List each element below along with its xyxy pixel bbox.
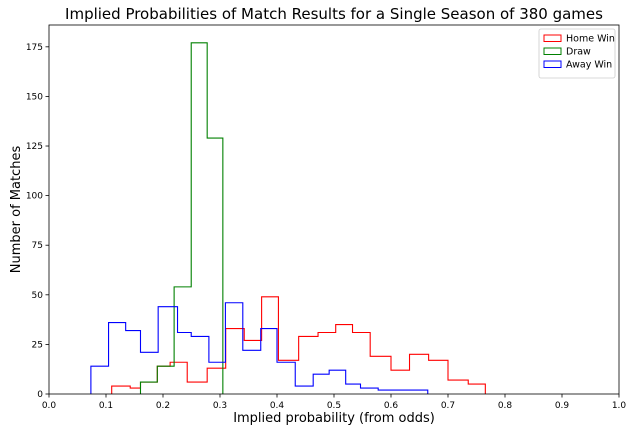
x-tick-label: 0.0 [42,401,57,411]
chart-title: Implied Probabilities of Match Results f… [65,5,603,23]
y-tick-label: 0 [37,390,43,400]
y-axis: 0 25 50 75 100 125 150 175 [26,43,49,400]
legend-label: Away Win [566,60,612,71]
series-line-away-win [90,302,429,394]
plot-frame [48,24,620,395]
y-tick-label: 100 [26,192,43,202]
legend-label: Home Win [566,34,615,45]
y-tick-label: 150 [26,92,43,102]
series-line-draw [139,42,224,394]
x-tick-label: 0.6 [384,401,399,411]
series-line-home-win [111,296,486,394]
x-tick-label: 0.3 [213,401,227,411]
y-tick-label: 75 [32,241,43,251]
x-tick-label: 0.1 [99,401,113,411]
x-axis: 0.0 0.1 0.2 0.3 0.4 0.5 0.6 0.7 0.8 0.9 1.0 [42,394,627,411]
legend-label: Draw [566,47,591,58]
y-axis-label: Number of Matches [9,146,24,274]
y-tick-label: 125 [26,142,43,152]
x-tick-label: 0.8 [498,401,513,411]
series-layer [90,42,486,394]
x-tick-label: 0.5 [327,401,341,411]
x-tick-label: 0.4 [270,401,285,411]
x-tick-label: 1.0 [612,401,627,411]
legend: Home Win Draw Away Win [538,28,616,79]
y-tick-label: 50 [32,291,44,301]
legend-swatch [543,60,562,68]
legend-swatch [543,47,562,55]
y-tick-label: 175 [26,43,43,53]
x-tick-label: 0.9 [555,401,570,411]
y-tick-label: 25 [32,340,43,350]
legend-swatch [543,34,562,42]
x-tick-label: 0.7 [441,401,455,411]
x-tick-label: 0.2 [156,401,170,411]
x-axis-label: Implied probability (from odds) [233,411,435,426]
